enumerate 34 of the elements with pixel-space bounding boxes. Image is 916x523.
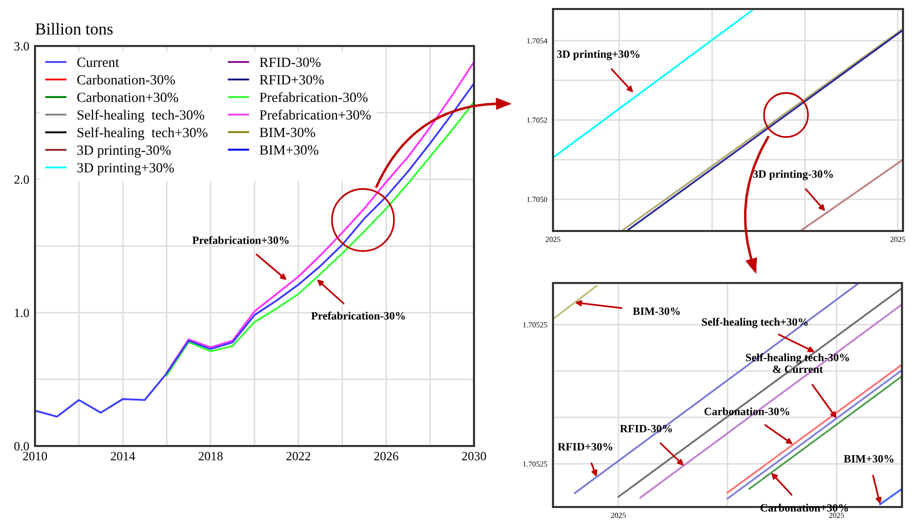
annotation: BIM-30% [632,307,680,316]
annotation: 3D printing+30% [557,50,640,60]
legend-label: Self-healing tech-30% [78,110,204,123]
y-tick-label: 0.0 [14,442,29,451]
annotation: Carbonation+30% [760,504,848,512]
legend-label: Self-healing tech+30% [78,127,208,140]
annotation: 3D printing-30% [753,170,833,180]
legend-label: Prefabrication-30% [260,92,368,102]
x-tick-label: 2010 [23,452,48,460]
legend-label: BIM-30% [260,128,316,138]
legend-label: 3D printing+30% [77,163,174,176]
legend-label: 3D printing-30% [77,145,171,158]
legend-label: Current [77,58,120,67]
legend-label: Carbonation+30% [77,92,178,102]
annotation: Prefabrication-30% [311,312,405,320]
annotation: Prefabrication+30% [192,236,289,244]
y-tick-label: 1.0 [14,308,29,318]
legend-label: Carbonation-30% [77,74,175,85]
x-tick-label: 2014 [110,452,136,460]
x-tick-label: 2026 [374,452,398,460]
y-axis-title: Billion tons [35,22,113,35]
x-tick-label: 2018 [198,452,223,460]
annotation: RFID-30% [620,424,672,432]
legend-label: RFID-30% [260,58,321,68]
legend-label: Prefabrication+30% [260,110,371,120]
x-tick-label: 2030 [462,452,486,460]
y-tick-label: 2.0 [14,175,29,184]
legend-label: BIM+30% [260,145,318,155]
annotation: RFID+30% [558,442,612,451]
legend-label: RFID+30% [260,75,324,85]
annotation: BIM+30% [844,455,894,463]
y-tick-label: 3.0 [14,42,29,51]
annotation: Self-healing tech+30% [702,318,808,328]
x-tick-label: 2022 [286,452,310,460]
